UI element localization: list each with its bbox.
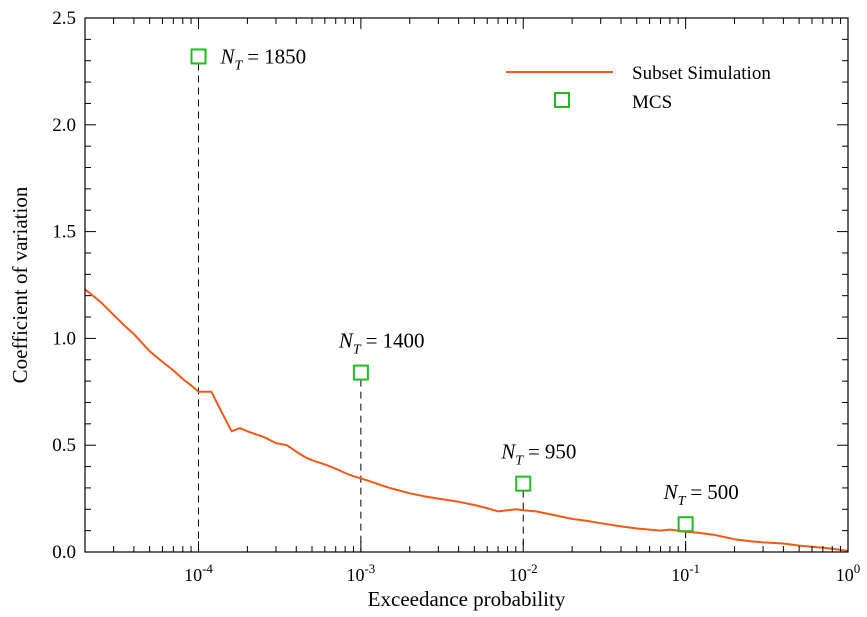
mcs-point [515,475,532,492]
nt-subscript: T [515,454,524,469]
y-axis-label: Coefficient of variation [8,186,32,383]
nt-equals: = [528,440,540,464]
x-tick-base: 10 [509,565,527,585]
plot-frame [84,17,849,553]
x-tick-exponent: 0 [854,561,861,576]
nt-annotation: NT = 1850 [219,44,306,73]
x-tick-label: 10-1 [671,561,700,585]
nt-annotation: NT = 1400 [338,329,425,358]
x-tick-base: 10 [836,565,854,585]
y-axis-ticks: 0.0 0.5 1.0 1.5 2.0 2.5 [52,8,848,563]
nt-equals: = [247,44,259,68]
x-tick-label: 10-3 [346,561,375,585]
x-tick-exponent: -4 [202,561,213,576]
nt-annotation: NT = 500 [663,480,739,509]
legend-label-subset-simulation: Subset Simulation [632,63,771,84]
legend: Subset Simulation MCS [506,63,771,113]
subset-simulation-line [84,288,849,552]
y-tick-label: 1.0 [52,328,76,349]
mcs-point [677,516,694,533]
nt-value: 500 [707,480,739,504]
nt-value: 950 [545,440,577,464]
x-tick-label: 10-2 [509,561,538,585]
mcs-markers [190,48,694,533]
nt-equals: = [366,329,378,353]
x-tick-base: 10 [184,565,202,585]
nt-symbol: N [500,440,516,464]
y-tick-label: 0.0 [52,542,76,563]
x-tick-exponent: -3 [364,561,375,576]
legend-label-mcs: MCS [632,92,672,113]
x-tick-label: 10-4 [184,561,213,585]
nt-symbol: N [219,44,235,68]
mcs-point [352,364,369,381]
nt-subscript: T [235,58,244,73]
y-tick-label: 2.5 [52,8,76,29]
nt-value: 1850 [264,44,306,68]
y-tick-label: 1.5 [52,222,76,243]
y-tick-label: 2.0 [52,115,76,136]
reference-lines [197,63,687,552]
x-tick-exponent: -2 [527,561,538,576]
nt-symbol: N [663,480,679,504]
nt-symbol: N [338,329,354,353]
x-axis-ticks: 10-4 10-3 10-2 10-1 100 [84,18,861,585]
x-tick-base: 10 [671,565,689,585]
nt-value: 1400 [383,329,425,353]
x-tick-exponent: -1 [689,561,700,576]
series-layer [84,288,849,552]
nt-equals: = [690,480,702,504]
y-tick-label: 0.5 [52,435,76,456]
nt-annotation: NT = 950 [500,440,576,469]
x-tick-label: 100 [836,561,861,585]
nt-subscript: T [353,343,362,358]
legend-square-swatch [554,92,570,108]
x-tick-base: 10 [346,565,364,585]
nt-subscript: T [678,494,687,509]
x-axis-label: Exceedance probability [368,587,566,611]
mcs-point [190,48,207,65]
